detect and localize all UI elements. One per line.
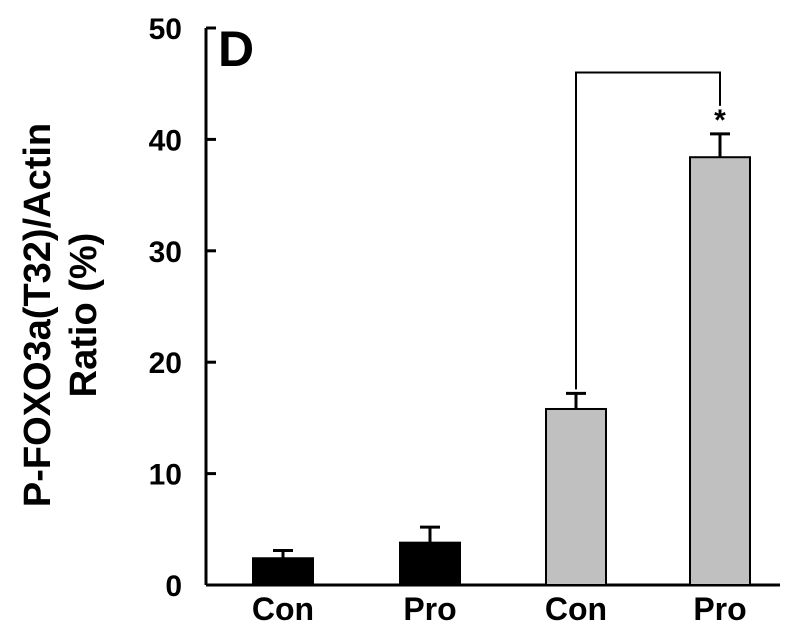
x-tick-label: Con (252, 591, 314, 627)
y-tick-label: 0 (165, 570, 182, 603)
y-tick-label: 20 (149, 347, 182, 380)
bar (689, 156, 751, 586)
significance-line (575, 71, 721, 390)
x-tick-label: Con (545, 591, 607, 627)
y-tick-label: 30 (149, 236, 182, 269)
x-axis-labels: Con Pro Con Pro (252, 591, 747, 627)
significance-bracket: * (575, 71, 726, 390)
axes: 0 10 20 30 40 50 (149, 13, 780, 603)
x-tick-label: Pro (693, 591, 746, 627)
y-axis-title-line2: Ratio (%) (63, 233, 105, 398)
y-tick-label: 10 (149, 459, 182, 492)
y-axis-title-line1: P-FOXO3a(T32)/Actin (17, 123, 59, 507)
bar (252, 557, 314, 586)
y-axis-title: P-FOXO3a(T32)/Actin Ratio (%) (17, 123, 105, 507)
bars (252, 132, 751, 587)
bar (399, 541, 461, 587)
bar (545, 407, 607, 586)
x-tick-label: Pro (403, 591, 456, 627)
y-tick-label: 50 (149, 13, 182, 46)
significance-star: * (714, 104, 726, 137)
panel-label: D (218, 21, 254, 77)
y-tick-label: 40 (149, 124, 182, 157)
